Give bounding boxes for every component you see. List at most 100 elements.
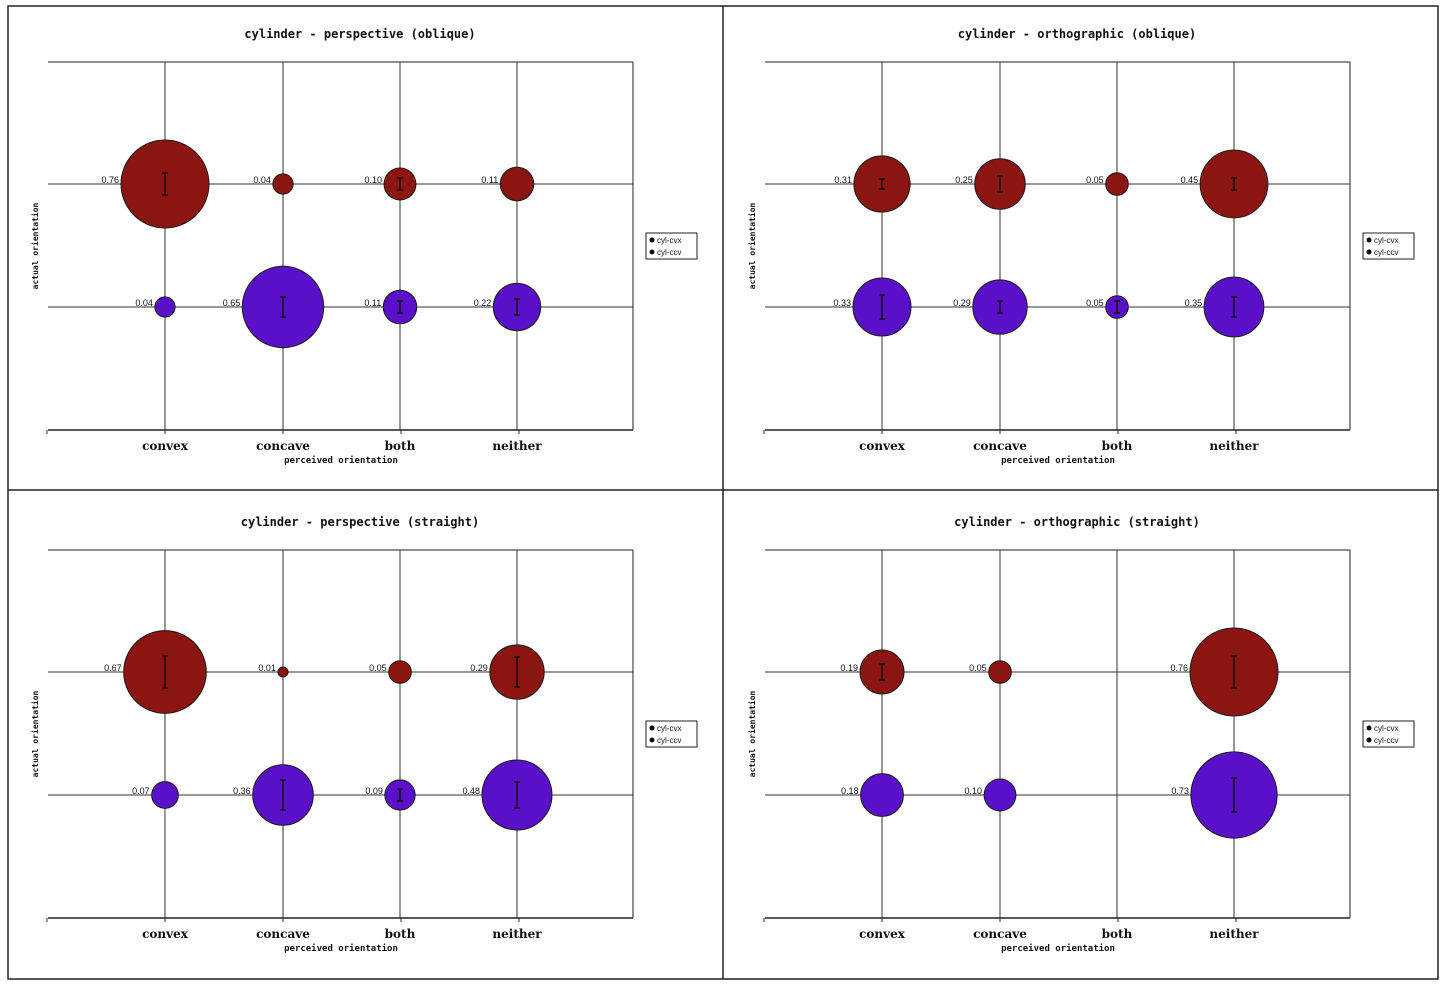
legend-marker [649,249,655,255]
data-label: 0.05 [369,663,387,673]
legend-entry: cyl-cvx [657,724,681,733]
data-label: 0.04 [253,175,271,185]
x-tick-label: concave [256,439,310,453]
data-label: 0.25 [955,175,973,185]
x-tick-labels: convex concave both neither [859,439,1259,453]
legend-marker [1366,725,1372,731]
x-tick-label: neither [492,927,542,941]
legend: cyl-cvx cyl-ccv [1362,720,1415,748]
legend-box [645,720,698,748]
legend-entry: cyl-ccv [657,736,681,745]
legend: cyl-cvx cyl-ccv [1362,232,1415,260]
data-label: 0.18 [841,786,859,796]
x-tick-label: convex [142,927,189,941]
legend-marker [1366,737,1372,743]
data-bubble [1105,172,1129,196]
data-label: 0.07 [132,786,150,796]
y-axis-label: actual orientation [747,690,757,777]
data-label: 0.31 [834,175,852,185]
x-tick-label: concave [973,927,1027,941]
legend: cyl-cvx cyl-ccv [645,232,698,260]
data-bubble [154,296,176,318]
x-tick-label: convex [859,927,906,941]
data-bubble [860,773,904,817]
data-label: 0.01 [258,663,276,673]
x-tick-label: neither [1209,439,1259,453]
data-label: 0.76 [101,175,119,185]
plot-area: 0.19 0.05 0.76 0.18 0.10 0.73 [763,549,1351,922]
x-tick-label: both [385,927,416,941]
legend-box [645,232,698,260]
x-tick-label: convex [859,439,906,453]
data-bubble [983,778,1017,812]
chart-panel: cylinder - orthographic (oblique) actual… [747,27,1415,466]
legend-marker [649,725,655,731]
x-tick-label: both [385,439,416,453]
data-label: 0.10 [365,175,383,185]
data-label: 0.05 [1086,175,1104,185]
data-label: 0.05 [969,663,987,673]
y-axis-label: actual orientation [747,202,757,289]
x-tick-label: concave [256,927,310,941]
legend-box [1362,720,1415,748]
x-tick-label: neither [492,439,542,453]
plot-area: 0.31 0.25 0.05 0.45 0.33 0.29 0.05 0.35 [763,61,1351,434]
x-axis-label: perceived orientation [1001,455,1115,466]
x-tick-labels: convex concave both neither [859,927,1259,941]
data-label: 0.22 [474,298,492,308]
data-label: 0.36 [233,786,251,796]
x-axis-label: perceived orientation [284,455,398,466]
plot-area: 0.67 0.01 0.05 0.29 0.07 0.36 0.09 0.48 [46,549,634,922]
x-tick-label: neither [1209,927,1259,941]
chart-panel: cylinder - orthographic (straight) actua… [747,515,1415,954]
y-axis-label: actual orientation [30,202,40,289]
legend-entry: cyl-cvx [1374,236,1398,245]
legend-entry: cyl-ccv [1374,736,1398,745]
data-label: 0.29 [470,663,488,673]
data-label: 0.33 [833,298,851,308]
data-label: 0.05 [1086,298,1104,308]
legend-entry: cyl-ccv [657,248,681,257]
data-label: 0.76 [1170,663,1188,673]
chart-title: cylinder - perspective (oblique) [244,27,475,41]
data-label: 0.45 [1181,175,1199,185]
data-bubble [499,166,535,202]
data-label: 0.35 [1185,298,1203,308]
data-label: 0.67 [104,663,122,673]
x-tick-labels: convex concave both neither [142,927,542,941]
data-bubble [151,781,179,809]
data-label: 0.29 [953,298,971,308]
y-axis-label: actual orientation [30,690,40,777]
legend-entry: cyl-cvx [1374,724,1398,733]
legend-marker [1366,249,1372,255]
data-label: 0.11 [364,298,381,308]
data-bubble [272,173,294,195]
x-tick-label: both [1102,439,1133,453]
legend: cyl-cvx cyl-ccv [645,720,698,748]
x-tick-label: both [1102,927,1133,941]
data-label: 0.65 [223,298,241,308]
data-label: 0.11 [481,175,498,185]
legend-entry: cyl-ccv [1374,248,1398,257]
chart-title: cylinder - orthographic (oblique) [958,27,1196,41]
x-tick-label: concave [973,439,1027,453]
chart-title: cylinder - perspective (straight) [241,515,479,529]
x-tick-label: convex [142,439,189,453]
data-label: 0.19 [840,663,858,673]
legend-marker [1366,237,1372,243]
chart-panel: cylinder - perspective (straight) actual… [30,515,698,954]
legend-box [1362,232,1415,260]
data-label: 0.09 [365,786,383,796]
data-label: 0.10 [965,786,983,796]
data-label: 0.48 [463,786,481,796]
x-axis-label: perceived orientation [1001,943,1115,954]
chart-panel: cylinder - perspective (oblique) actual … [30,27,698,466]
data-label: 0.04 [135,298,153,308]
legend-entry: cyl-cvx [657,236,681,245]
chart-title: cylinder - orthographic (straight) [954,515,1200,529]
data-bubble [388,660,412,684]
legend-marker [649,737,655,743]
data-bubble [277,666,289,678]
x-axis-label: perceived orientation [284,943,398,954]
